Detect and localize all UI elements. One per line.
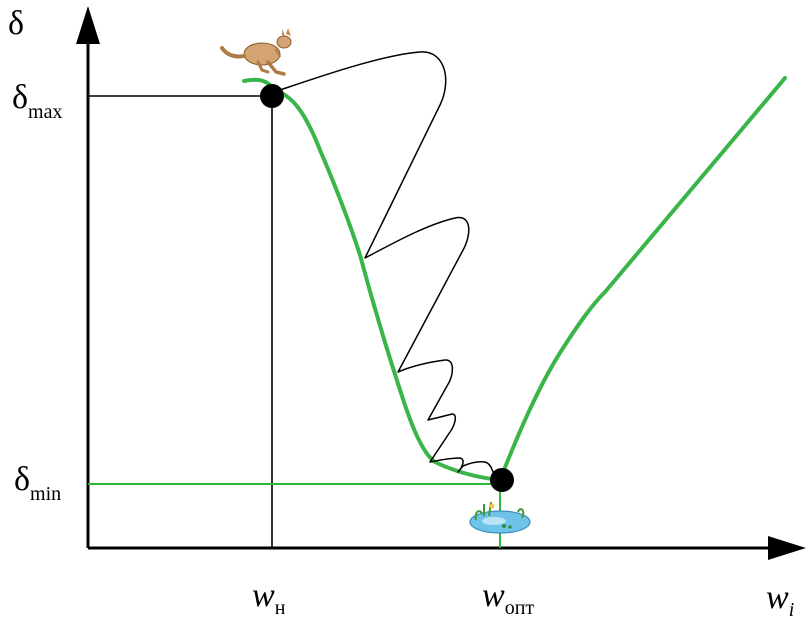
x-axis-arrow bbox=[768, 536, 806, 560]
w-start-label: wн bbox=[252, 577, 286, 619]
optimum-point bbox=[490, 468, 514, 492]
pond-icon bbox=[469, 501, 531, 534]
y-axis-label: δ bbox=[8, 5, 24, 42]
delta-max-label: δmax bbox=[12, 79, 62, 123]
x-axis-label: wi bbox=[766, 579, 794, 621]
objective-curve bbox=[242, 76, 787, 482]
kangaroo-icon bbox=[220, 28, 292, 76]
w-opt-label: wопт bbox=[482, 577, 534, 619]
start-point bbox=[260, 84, 284, 108]
search-trajectory bbox=[273, 51, 497, 479]
delta-min-label: δmin bbox=[14, 461, 61, 505]
y-axis-arrow bbox=[76, 6, 100, 44]
